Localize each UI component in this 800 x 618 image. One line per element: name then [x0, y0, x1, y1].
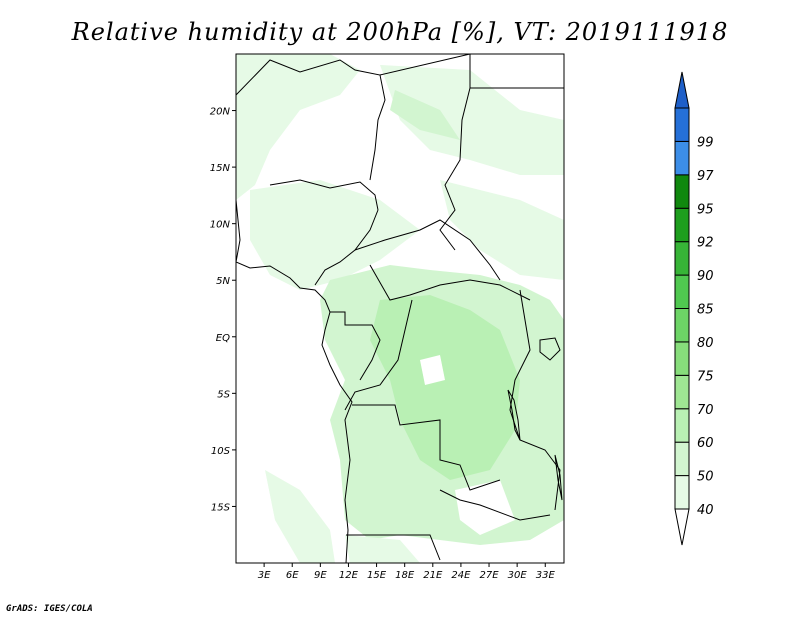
lat-tick-label: 20N: [210, 107, 231, 118]
lat-tick-label: 10S: [211, 446, 231, 457]
lat-tick-label: 5S: [217, 389, 230, 400]
border-libya-chad: [379, 54, 471, 76]
lake-victoria: [539, 337, 561, 361]
border-zambia: [439, 489, 551, 521]
humidity-patch-streak: [390, 90, 460, 140]
colorbar-swatch: [674, 475, 690, 510]
colorbar-swatch: [674, 308, 690, 343]
border-drc-west: [344, 299, 413, 411]
map-frame: [235, 53, 565, 564]
colorbar-swatch: [674, 174, 690, 209]
border-car: [354, 219, 501, 281]
lon-tick-label: 18E: [395, 570, 415, 581]
colorbar-label: 85: [697, 303, 714, 318]
colorbar-label: 40: [697, 503, 714, 518]
border-east-lakes: [509, 289, 561, 511]
lon-tick-label: 3E: [258, 570, 271, 581]
coastline-west-africa: [236, 199, 353, 563]
lon-tick-label: 27E: [480, 570, 500, 581]
colorbar-swatch: [674, 107, 690, 142]
map-title: Relative humidity at 200hPa [%], VT: 201…: [71, 18, 729, 46]
colorbar-under-triangle: [674, 508, 690, 546]
colorbar-swatch: [674, 408, 690, 443]
humidity-gap-2: [455, 480, 515, 535]
lon-tick-label: 6E: [286, 570, 299, 581]
border-chad-sudan: [439, 87, 471, 251]
lat-tick-label: EQ: [216, 333, 230, 344]
colorbar-label: 60: [697, 436, 714, 451]
lon-tick-label: 12E: [339, 570, 359, 581]
colorbar-label: 97: [697, 169, 714, 184]
colorbar-swatch: [674, 441, 690, 477]
humidity-gap-1: [420, 355, 445, 385]
lat-tick-label: 15N: [210, 163, 231, 174]
lon-tick-label: 30E: [508, 570, 528, 581]
colorbar-label: 50: [697, 470, 714, 485]
lon-tick-label: 15E: [367, 570, 387, 581]
humidity-patch-north-east: [380, 65, 564, 175]
border-niger-nigeria: [269, 179, 379, 211]
lon-tick-label: 21E: [423, 570, 443, 581]
colorbar-swatch: [674, 140, 690, 176]
colorbar: 40 50 60 70 75 80 85 90 92 95 97 99: [674, 71, 714, 546]
colorbar-swatch: [674, 207, 690, 243]
colorbar-label: 95: [697, 202, 714, 217]
lake-tanganyika: [507, 389, 521, 441]
colorbar-swatch: [674, 374, 690, 410]
humidity-field: [236, 54, 564, 563]
latitude-axis: 20N 15N 10N 5N EQ 5S 10S 15S: [210, 107, 236, 513]
humidity-patch-south: [345, 535, 420, 563]
lon-tick-label: 9E: [314, 570, 327, 581]
longitude-axis: 3E 6E 9E 12E 15E 18E 21E 24E 27E 30E 33E: [258, 563, 556, 581]
humidity-patch-central-inner: [370, 295, 520, 480]
lat-tick-label: 10N: [210, 220, 231, 231]
humidity-patch-east-upper: [440, 180, 564, 280]
grads-credit: GrADS: IGES/COLA: [6, 604, 93, 614]
border-angola-south: [346, 534, 441, 561]
colorbar-label: 99: [697, 135, 714, 150]
border-congo-north: [369, 264, 531, 301]
colorbar-swatch: [674, 274, 690, 310]
lon-tick-label: 24E: [451, 570, 471, 581]
colorbar-label: 80: [697, 336, 714, 351]
colorbar-label: 75: [697, 369, 714, 384]
lat-tick-label: 15S: [211, 502, 231, 513]
lake-malawi: [554, 454, 563, 501]
lat-tick-label: 5N: [216, 276, 230, 287]
border-angola-drc: [352, 404, 501, 491]
colorbar-label: 92: [697, 236, 714, 251]
boundaries: [236, 54, 564, 563]
border-gabon-congo: [330, 311, 381, 381]
border-nigeria-cameroon: [314, 209, 379, 286]
colorbar-swatch: [674, 341, 690, 376]
colorbar-label: 90: [697, 269, 714, 284]
colorbar-over-triangle: [674, 71, 690, 109]
colorbar-label: 70: [697, 403, 714, 418]
humidity-patch-southwest: [265, 470, 335, 563]
colorbar-swatch: [674, 241, 690, 276]
humidity-patch-north-west: [236, 54, 360, 200]
border-sahara-west: [236, 59, 386, 181]
lon-tick-label: 33E: [536, 570, 556, 581]
